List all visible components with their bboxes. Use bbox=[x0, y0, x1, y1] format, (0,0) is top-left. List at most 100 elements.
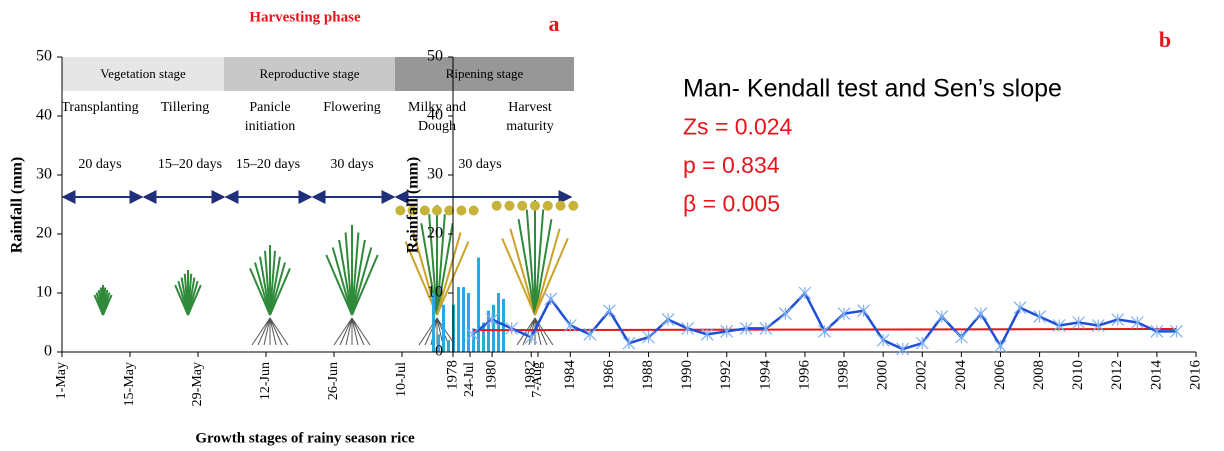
substage-label: Milky and Dough bbox=[408, 100, 466, 134]
grain bbox=[407, 205, 418, 216]
leaf bbox=[534, 228, 561, 316]
leaf bbox=[525, 209, 536, 316]
point-marker bbox=[1111, 313, 1125, 326]
x-tick-label: 2004 bbox=[953, 360, 969, 391]
root bbox=[263, 317, 271, 346]
y-axis-label: Rainfall (mm) bbox=[405, 157, 422, 253]
stage-band bbox=[224, 57, 395, 91]
point-marker bbox=[915, 336, 929, 350]
root bbox=[257, 317, 271, 346]
grain bbox=[468, 205, 479, 216]
root bbox=[534, 317, 548, 346]
grain bbox=[542, 200, 553, 211]
x-tick-label: 10-Jul bbox=[394, 362, 409, 397]
stage-band bbox=[395, 57, 574, 91]
panel-label: a bbox=[549, 11, 560, 36]
leaf bbox=[351, 239, 366, 316]
root bbox=[251, 317, 271, 346]
leaf bbox=[534, 209, 545, 316]
x-tick-label: 24-Jul bbox=[462, 362, 477, 397]
point-marker bbox=[1130, 316, 1144, 329]
point-marker bbox=[798, 286, 812, 300]
point-marker bbox=[661, 313, 675, 326]
x-tick-label: 1988 bbox=[640, 360, 656, 390]
x-tick-label: 1994 bbox=[757, 360, 773, 391]
root bbox=[269, 317, 277, 346]
point-marker bbox=[505, 321, 519, 335]
point-marker bbox=[994, 339, 1007, 353]
root bbox=[351, 317, 359, 346]
point-marker bbox=[1150, 324, 1164, 338]
grain bbox=[517, 200, 528, 211]
point-marker bbox=[485, 313, 499, 326]
y-tick-label: 50 bbox=[36, 48, 52, 65]
x-tick-label: 1998 bbox=[835, 360, 851, 390]
point-marker bbox=[602, 304, 616, 318]
annotation: p = 0.834 bbox=[683, 152, 780, 178]
root bbox=[351, 317, 365, 346]
y-tick-label: 20 bbox=[427, 225, 443, 242]
leaf bbox=[344, 232, 353, 316]
y-tick-label: 0 bbox=[435, 343, 443, 360]
root bbox=[269, 317, 289, 346]
grain bbox=[432, 205, 442, 216]
bar bbox=[482, 322, 485, 352]
rice-plant bbox=[491, 200, 579, 346]
x-tick-label: 15-May bbox=[122, 362, 137, 406]
y-axis-label: Rainfall (mm) bbox=[9, 157, 26, 253]
grain bbox=[555, 200, 566, 211]
x-tick-label: 1-May bbox=[54, 362, 69, 399]
x-tick-label: 2002 bbox=[914, 360, 930, 390]
root bbox=[522, 317, 536, 346]
y-tick-label: 40 bbox=[427, 107, 443, 124]
rice-plant bbox=[249, 245, 291, 346]
substage-label: Harvest maturity bbox=[506, 100, 554, 134]
y-tick-label: 50 bbox=[427, 48, 443, 65]
grain bbox=[444, 205, 455, 216]
point-marker bbox=[524, 330, 538, 344]
root bbox=[333, 317, 353, 346]
leaf bbox=[351, 247, 373, 316]
substage-label: Transplanting bbox=[61, 100, 139, 115]
leaf bbox=[325, 254, 353, 316]
chart-title: Harvesting phase bbox=[249, 9, 361, 25]
grain bbox=[530, 200, 540, 211]
bar bbox=[457, 287, 460, 352]
root bbox=[269, 317, 283, 346]
x-tick-label: 1992 bbox=[718, 360, 734, 390]
point-marker bbox=[818, 324, 831, 338]
duration-label: 15–20 days bbox=[235, 157, 301, 172]
grain bbox=[395, 205, 406, 216]
substage-label: Tillering bbox=[160, 100, 210, 115]
point-marker bbox=[1170, 324, 1183, 338]
bar bbox=[487, 310, 490, 352]
grain bbox=[419, 205, 430, 216]
point-marker bbox=[1091, 319, 1105, 332]
leaf bbox=[517, 218, 536, 316]
bar bbox=[472, 328, 475, 352]
point-marker bbox=[1072, 316, 1086, 329]
x-tick-label: 2006 bbox=[992, 360, 1008, 391]
duration-label: 30 days bbox=[330, 157, 374, 172]
substage-label: Panicle initiation bbox=[244, 100, 296, 134]
x-tick-label: 1982 bbox=[523, 360, 539, 390]
y-tick-label: 10 bbox=[36, 284, 52, 301]
leaf bbox=[351, 232, 360, 316]
point-marker bbox=[778, 307, 792, 321]
x-tick-label: 1978 bbox=[444, 360, 460, 390]
rice-plant bbox=[93, 285, 113, 316]
bar bbox=[447, 340, 450, 352]
root bbox=[351, 317, 371, 346]
duration-label: 30 days bbox=[458, 157, 502, 172]
panel-label: b bbox=[1159, 27, 1171, 52]
leaf bbox=[436, 232, 462, 316]
root bbox=[345, 317, 353, 346]
root bbox=[528, 317, 536, 346]
y-tick-label: 20 bbox=[36, 225, 52, 242]
leaf bbox=[534, 237, 569, 316]
point-marker bbox=[876, 333, 890, 347]
bar bbox=[437, 334, 440, 352]
stage-name: Ripening stage bbox=[446, 66, 524, 81]
y-tick-label: 40 bbox=[36, 107, 52, 124]
